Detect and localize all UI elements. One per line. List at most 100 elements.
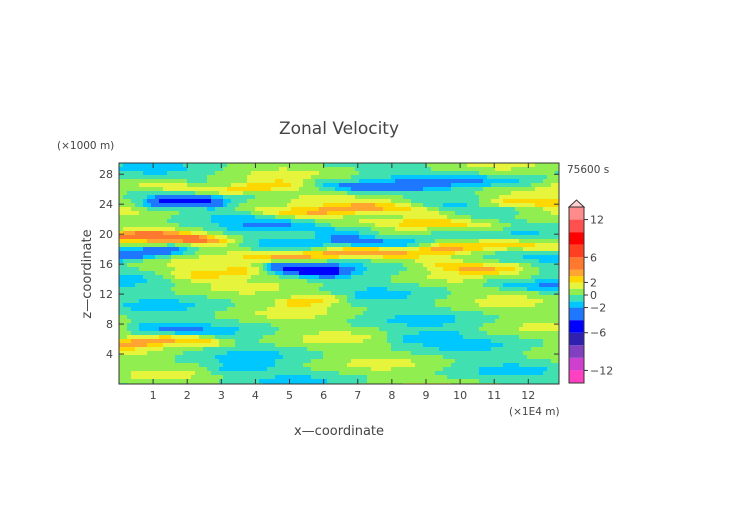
field-cell xyxy=(483,339,487,343)
field-cell xyxy=(139,343,143,347)
field-cell xyxy=(347,211,351,215)
field-cell xyxy=(259,231,263,235)
field-cell xyxy=(527,243,531,247)
field-cell xyxy=(483,251,487,255)
field-cell xyxy=(471,231,475,235)
field-cell xyxy=(479,327,483,331)
field-cell xyxy=(163,235,167,239)
field-cell xyxy=(523,187,527,191)
field-cell xyxy=(523,279,527,283)
field-cell xyxy=(187,271,191,275)
field-cell xyxy=(431,187,435,191)
field-cell xyxy=(343,247,347,251)
field-cell xyxy=(391,335,395,339)
field-cell xyxy=(487,231,491,235)
field-cell xyxy=(191,259,195,263)
field-cell xyxy=(311,335,315,339)
field-cell xyxy=(283,267,287,271)
field-cell xyxy=(143,175,147,179)
field-cell xyxy=(423,263,427,267)
field-cell xyxy=(375,207,379,211)
field-cell xyxy=(387,339,391,343)
field-cell xyxy=(383,235,387,239)
field-cell xyxy=(399,191,403,195)
field-cell xyxy=(211,171,215,175)
field-cell xyxy=(147,239,151,243)
chart-title: Zonal Velocity xyxy=(279,119,399,139)
field-cell xyxy=(439,283,443,287)
field-cell xyxy=(163,191,167,195)
field-cell xyxy=(151,195,155,199)
field-cell xyxy=(119,251,123,255)
field-cell xyxy=(387,307,391,311)
field-cell xyxy=(211,275,215,279)
field-cell xyxy=(139,295,143,299)
field-cell xyxy=(363,195,367,199)
field-cell xyxy=(159,179,163,183)
field-cell xyxy=(287,191,291,195)
field-cell xyxy=(511,195,515,199)
field-cell xyxy=(143,191,147,195)
field-cell xyxy=(183,191,187,195)
field-cell xyxy=(455,327,459,331)
field-cell xyxy=(323,211,327,215)
field-cell xyxy=(323,319,327,323)
field-cell xyxy=(211,247,215,251)
field-cell xyxy=(363,187,367,191)
field-cell xyxy=(539,175,543,179)
field-cell xyxy=(307,267,311,271)
field-cell xyxy=(139,227,143,231)
field-cell xyxy=(531,179,535,183)
field-cell xyxy=(403,271,407,275)
field-cell xyxy=(467,303,471,307)
field-cell xyxy=(263,267,267,271)
field-cell xyxy=(283,207,287,211)
field-cell xyxy=(287,199,291,203)
field-cell xyxy=(331,163,335,167)
field-cell xyxy=(207,283,211,287)
field-cell xyxy=(319,311,323,315)
field-cell xyxy=(259,335,263,339)
field-cell xyxy=(251,215,255,219)
field-cell xyxy=(267,275,271,279)
field-cell xyxy=(503,315,507,319)
field-cell xyxy=(247,323,251,327)
field-cell xyxy=(263,203,267,207)
field-cell xyxy=(235,199,239,203)
field-cell xyxy=(311,223,315,227)
field-cell xyxy=(219,343,223,347)
field-cell xyxy=(255,251,259,255)
field-cell xyxy=(159,167,163,171)
field-cell xyxy=(315,259,319,263)
field-cell xyxy=(207,339,211,343)
field-cell xyxy=(191,235,195,239)
field-cell xyxy=(439,199,443,203)
field-cell xyxy=(135,311,139,315)
field-cell xyxy=(359,319,363,323)
field-cell xyxy=(419,311,423,315)
field-cell xyxy=(319,271,323,275)
field-cell xyxy=(323,199,327,203)
field-cell xyxy=(123,295,127,299)
field-cell xyxy=(491,163,495,167)
field-cell xyxy=(223,171,227,175)
field-cell xyxy=(519,227,523,231)
field-cell xyxy=(287,195,291,199)
field-cell xyxy=(427,219,431,223)
field-cell xyxy=(343,267,347,271)
field-cell xyxy=(363,207,367,211)
field-cell xyxy=(247,227,251,231)
field-cell xyxy=(327,239,331,243)
field-cell xyxy=(351,207,355,211)
field-cell xyxy=(315,339,319,343)
field-cell xyxy=(347,239,351,243)
field-cell xyxy=(335,299,339,303)
field-cell xyxy=(203,291,207,295)
field-cell xyxy=(175,315,179,319)
field-cell xyxy=(199,339,203,343)
field-cell xyxy=(427,331,431,335)
field-cell xyxy=(359,259,363,263)
field-cell xyxy=(239,191,243,195)
field-cell xyxy=(523,183,527,187)
field-cell xyxy=(307,171,311,175)
